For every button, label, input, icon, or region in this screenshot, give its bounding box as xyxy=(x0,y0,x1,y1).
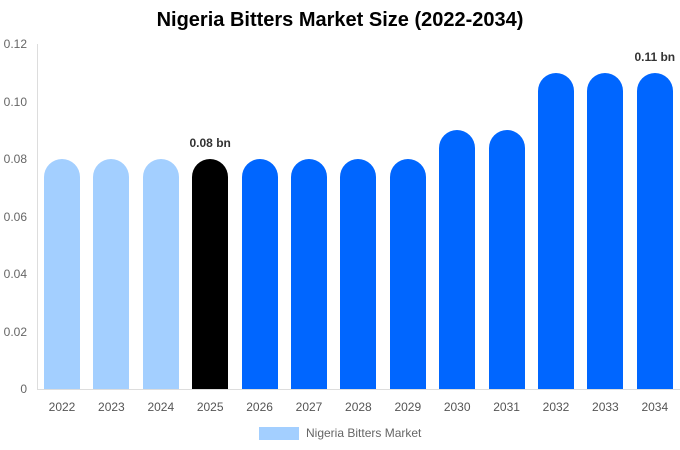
bar-2032[interactable] xyxy=(538,72,574,389)
bar-2024[interactable] xyxy=(142,159,179,389)
y-tick-label: 0.10 xyxy=(3,94,27,109)
x-tick-label: 2031 xyxy=(493,400,520,414)
bar-2022[interactable] xyxy=(44,159,80,389)
y-tick-label: 0.06 xyxy=(3,209,27,224)
y-tick-label: 0.02 xyxy=(3,324,27,339)
data-label-2025: 0.08 bn xyxy=(189,136,231,150)
bar-2029[interactable] xyxy=(389,159,426,389)
x-tick-label: 2028 xyxy=(345,400,372,414)
x-tick-label: 2026 xyxy=(246,400,273,414)
x-tick-label: 2027 xyxy=(295,400,323,414)
bar-2033[interactable] xyxy=(587,72,624,389)
y-axis-line xyxy=(37,44,38,390)
bar-2031[interactable] xyxy=(488,130,525,389)
x-tick-label: 2023 xyxy=(98,400,125,414)
x-tick-label: 2025 xyxy=(196,400,224,414)
x-tick-label: 2032 xyxy=(542,400,570,414)
bar-2030[interactable] xyxy=(439,130,476,389)
bar-2025[interactable] xyxy=(192,159,229,389)
bar-2034[interactable] xyxy=(636,72,673,389)
y-tick-label: 0.12 xyxy=(3,37,27,51)
legend-swatch xyxy=(259,426,299,440)
chart-title: Nigeria Bitters Market Size (2022-2034) xyxy=(156,9,524,31)
x-tick-label: 2029 xyxy=(394,400,422,414)
legend[interactable]: Nigeria Bitters Market xyxy=(259,426,421,440)
bar-2023[interactable] xyxy=(93,159,130,389)
x-tick-label: 2033 xyxy=(592,400,619,414)
y-tick-label: 0 xyxy=(20,382,27,396)
x-tick-label: 2022 xyxy=(48,400,76,414)
bar-2026[interactable] xyxy=(241,159,278,389)
x-tick-label: 2034 xyxy=(641,400,669,414)
x-axis-line xyxy=(37,389,680,390)
x-tick-label: 2024 xyxy=(147,400,175,414)
data-label-2034: 0.11 bn xyxy=(634,49,676,64)
y-tick-label: 0.08 xyxy=(3,152,27,166)
bar-2028[interactable] xyxy=(340,159,377,389)
x-tick-label: 2030 xyxy=(443,400,471,414)
legend-label: Nigeria Bitters Market xyxy=(306,426,422,440)
y-tick-label: 0.04 xyxy=(3,267,27,281)
bar-2027[interactable] xyxy=(291,159,327,389)
